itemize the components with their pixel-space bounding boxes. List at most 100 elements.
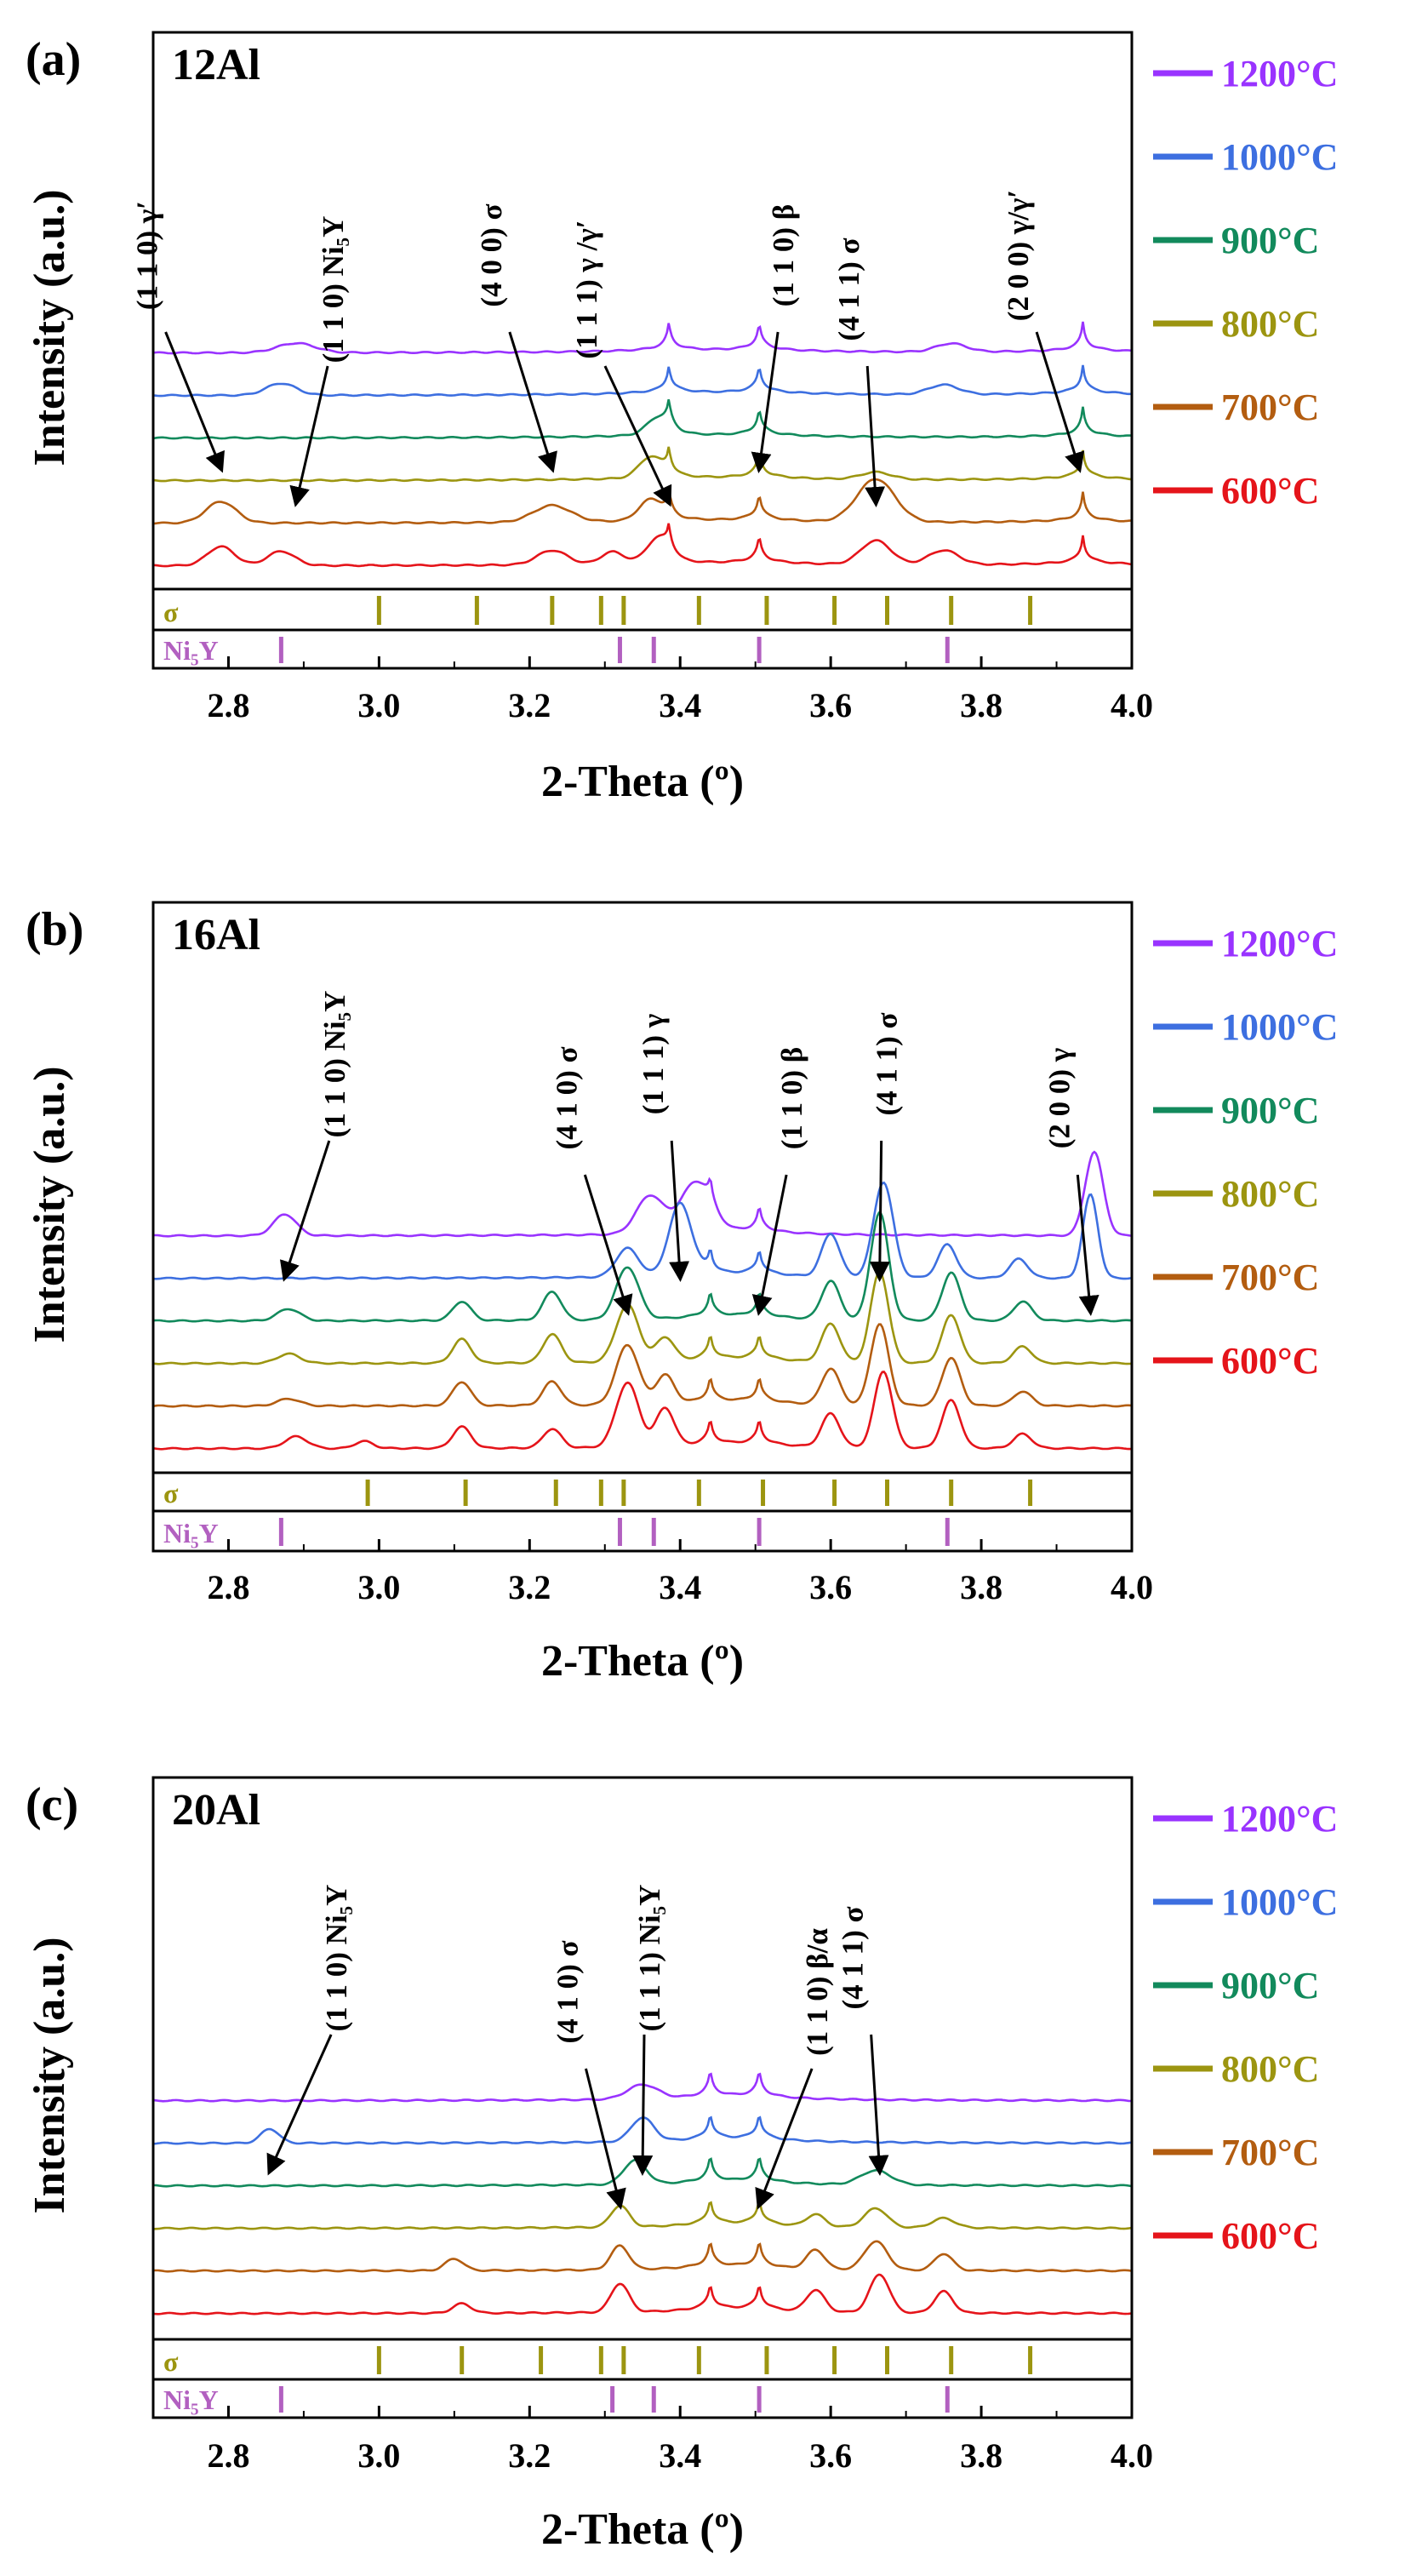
annotation-arrow	[1076, 1174, 1099, 1316]
peak-annotation: (2 0 0) γ	[1042, 1048, 1076, 1148]
annotation-arrow	[279, 1140, 331, 1282]
series-line-600	[153, 523, 1132, 568]
annotation-arrow	[585, 2068, 626, 2210]
legend-label-800: 800°C	[1221, 2048, 1319, 2090]
peak-annotation: (1 1 0) β/α	[801, 1928, 834, 2056]
x-tick-label: 3.4	[659, 686, 701, 724]
x-tick-label: 3.6	[809, 2436, 852, 2475]
peak-annotation: (4 1 1) σ	[832, 238, 865, 341]
x-tick-label: 3.2	[508, 2436, 551, 2475]
x-tick-label: 3.8	[960, 686, 1002, 724]
annotation-arrow	[164, 331, 225, 473]
peak-annotation: (1 1 0) β	[775, 1047, 808, 1150]
series-line-900	[153, 1211, 1132, 1323]
x-tick-label: 2.8	[207, 1568, 249, 1606]
x-tick-label: 3.6	[809, 686, 852, 724]
annotation-arrow	[583, 1174, 633, 1316]
legend-label-900: 900°C	[1221, 1965, 1319, 2006]
x-tick-label: 3.0	[357, 1568, 400, 1606]
plot-frame	[151, 1776, 1134, 2341]
legend-label-1200: 1200°C	[1221, 923, 1338, 965]
legend-label-600: 600°C	[1221, 470, 1319, 512]
annotation-arrow	[508, 331, 557, 473]
plot-frame	[151, 901, 1134, 1474]
ni5y-reference-strip	[151, 2378, 1134, 2419]
x-tick-label: 3.0	[357, 2436, 400, 2475]
panel-b: (b) 16Al (1 1 0) Ni₅Y (4 1 0) σ (1 1 1) γ (1 …	[26, 901, 1338, 1686]
peak-annotation: (2 0 0) γ/γ′	[1002, 190, 1035, 321]
x-tick-label: 3.8	[960, 1568, 1002, 1606]
ni5y-reference-label: Ni₅Y	[163, 635, 219, 666]
x-tick-label: 3.2	[508, 1568, 551, 1606]
y-axis-title: Intensity (a.u.)	[26, 1066, 74, 1342]
x-tick-label: 3.4	[659, 2436, 701, 2475]
legend-label-800: 800°C	[1221, 303, 1319, 345]
peak-annotation: (1 1 0) Ni₅Y	[318, 991, 351, 1138]
peak-annotation: (4 1 1) σ	[871, 1012, 904, 1115]
x-tick-label: 3.8	[960, 2436, 1002, 2475]
ni5y-reference-label: Ni₅Y	[163, 2384, 219, 2415]
sample-label: 12Al	[172, 41, 260, 89]
series-group	[153, 321, 1132, 568]
sigma-reference-label: σ	[163, 1478, 179, 1508]
legend-label-1200: 1200°C	[1221, 53, 1338, 94]
annotation-arrow	[865, 365, 886, 507]
sample-label: 20Al	[172, 1786, 260, 1835]
peak-annotation: (4 0 0) σ	[475, 203, 508, 306]
legend-label-700: 700°C	[1221, 386, 1319, 428]
ni5y-reference-strip	[151, 1509, 1134, 1553]
peak-annotation: (1 1 1) γ /γ′	[570, 220, 603, 358]
x-tick-label: 3.0	[357, 686, 400, 724]
panel-label: (b)	[26, 903, 83, 956]
annotation-arrow	[868, 2034, 889, 2176]
panel-label: (c)	[26, 1778, 78, 1831]
peak-annotation: (1 1 1) γ	[637, 1014, 670, 1114]
peak-annotation: (1 1 1) Ni₅Y	[633, 1885, 666, 2032]
panel-c: (c) 20Al (1 1 0) Ni₅Y (4 1 0) σ (1 1 1) Ni₅Y…	[26, 1776, 1338, 2554]
y-axis-title: Intensity (a.u.)	[26, 1937, 74, 2213]
x-tick-label: 4.0	[1111, 2436, 1153, 2475]
legend-label-1000: 1000°C	[1221, 1006, 1338, 1048]
panel-label: (a)	[26, 33, 81, 86]
legend-label-700: 700°C	[1221, 2132, 1319, 2173]
legend-label-900: 900°C	[1221, 220, 1319, 261]
x-tick-label: 3.6	[809, 1568, 852, 1606]
peak-annotation: (4 1 0) σ	[550, 1046, 583, 1149]
ni5y-reference-label: Ni₅Y	[163, 1518, 219, 1548]
sigma-reference-strip	[151, 587, 1134, 632]
series-line-1200	[153, 1150, 1132, 1238]
peak-annotation: (4 1 1) σ	[837, 1906, 870, 2009]
sigma-reference-strip	[151, 2338, 1134, 2381]
legend-label-700: 700°C	[1221, 1257, 1319, 1298]
x-tick-label: 2.8	[207, 686, 249, 724]
series-line-800	[153, 1270, 1132, 1365]
sigma-reference-strip	[151, 1471, 1134, 1513]
annotation-arrow	[289, 365, 329, 507]
x-axis-title: 2-Theta (º)	[541, 1637, 744, 1686]
sample-label: 16Al	[172, 911, 260, 959]
series-line-600	[153, 1370, 1132, 1451]
series-line-800	[153, 446, 1132, 483]
sigma-reference-label: σ	[163, 2346, 179, 2377]
series-line-700	[153, 2240, 1132, 2273]
series-line-1000	[153, 364, 1132, 398]
annotation-arrow	[755, 2068, 814, 2210]
x-axis-title: 2-Theta (º)	[541, 2505, 744, 2554]
peak-annotation: (4 1 0) σ	[551, 1940, 584, 2043]
legend-label-1000: 1000°C	[1221, 136, 1338, 178]
x-tick-label: 3.2	[508, 686, 551, 724]
series-line-700	[153, 478, 1132, 525]
annotation-arrow	[266, 2034, 333, 2176]
series-line-800	[153, 2201, 1132, 2230]
legend-label-800: 800°C	[1221, 1173, 1319, 1215]
peak-annotation: (1 1 0) β	[767, 204, 800, 307]
legend-label-600: 600°C	[1221, 1340, 1319, 1382]
legend-label-900: 900°C	[1221, 1090, 1319, 1131]
annotation-arrow	[1035, 331, 1085, 473]
series-line-700	[153, 1323, 1132, 1408]
annotation-arrow	[632, 2034, 654, 2176]
peak-annotation: (1 1 0) Ni₅Y	[320, 1885, 353, 2032]
ni5y-reference-strip	[151, 628, 1134, 670]
x-axis-title: 2-Theta (º)	[541, 758, 744, 806]
annotation-arrow	[869, 1140, 890, 1282]
